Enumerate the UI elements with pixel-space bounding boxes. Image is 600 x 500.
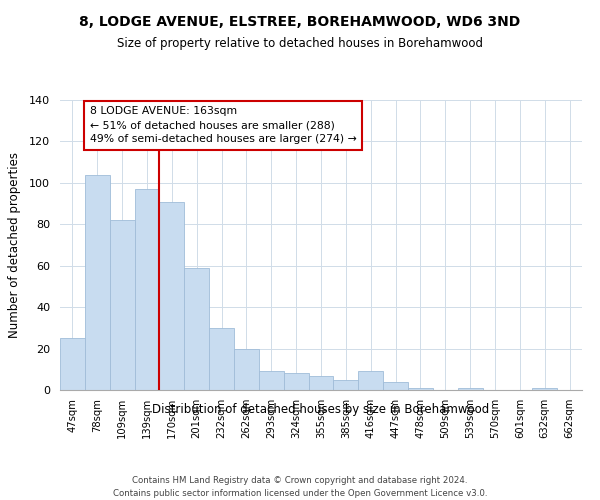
Bar <box>209 328 234 390</box>
Bar <box>184 268 209 390</box>
Text: Contains HM Land Registry data © Crown copyright and database right 2024.: Contains HM Land Registry data © Crown c… <box>132 476 468 485</box>
Text: Size of property relative to detached houses in Borehamwood: Size of property relative to detached ho… <box>117 38 483 51</box>
Text: Distribution of detached houses by size in Borehamwood: Distribution of detached houses by size … <box>152 402 490 415</box>
Bar <box>334 380 358 390</box>
Bar <box>134 189 160 390</box>
Bar <box>532 388 557 390</box>
Bar <box>308 376 334 390</box>
Bar <box>408 388 433 390</box>
Bar <box>358 372 383 390</box>
Bar <box>60 338 85 390</box>
Bar <box>259 372 284 390</box>
Text: Contains public sector information licensed under the Open Government Licence v3: Contains public sector information licen… <box>113 489 487 498</box>
Y-axis label: Number of detached properties: Number of detached properties <box>8 152 21 338</box>
Bar <box>284 374 308 390</box>
Bar <box>458 388 482 390</box>
Text: 8, LODGE AVENUE, ELSTREE, BOREHAMWOOD, WD6 3ND: 8, LODGE AVENUE, ELSTREE, BOREHAMWOOD, W… <box>79 15 521 29</box>
Bar <box>85 174 110 390</box>
Text: 8 LODGE AVENUE: 163sqm
← 51% of detached houses are smaller (288)
49% of semi-de: 8 LODGE AVENUE: 163sqm ← 51% of detached… <box>90 106 356 144</box>
Bar <box>160 202 184 390</box>
Bar <box>383 382 408 390</box>
Bar <box>110 220 134 390</box>
Bar <box>234 348 259 390</box>
